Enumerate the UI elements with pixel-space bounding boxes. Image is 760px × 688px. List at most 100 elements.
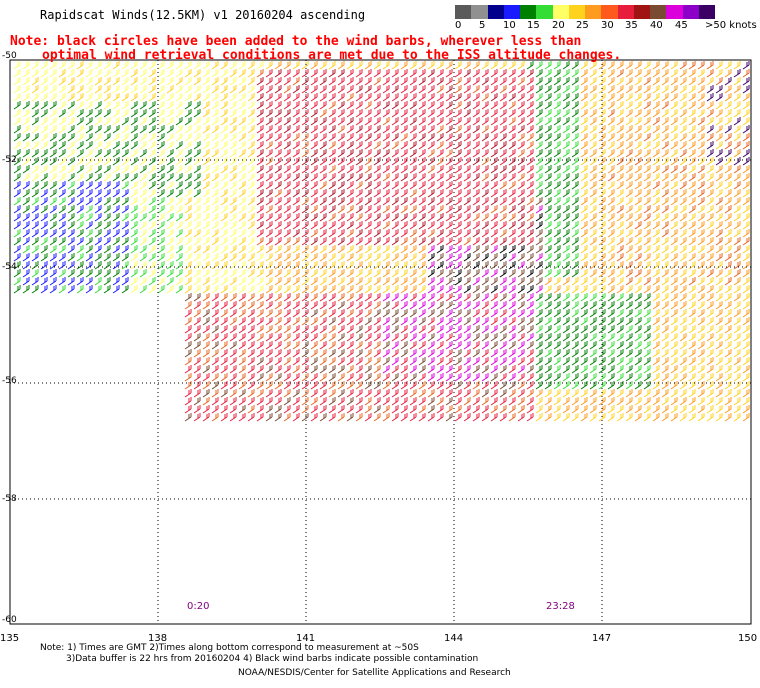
wind-barb	[274, 61, 282, 70]
wind-barb	[625, 221, 633, 230]
wind-barb	[625, 405, 633, 414]
wind-barb	[247, 165, 255, 174]
wind-barb	[193, 397, 201, 406]
wind-barb	[517, 413, 525, 422]
wind-barb	[382, 157, 390, 166]
wind-barb	[481, 277, 489, 286]
wind-barb	[130, 141, 138, 150]
wind-barb	[22, 117, 30, 126]
wind-barb	[598, 173, 606, 182]
wind-barb	[607, 173, 615, 182]
wind-barb	[103, 205, 111, 214]
wind-barb	[571, 61, 579, 70]
wind-barb	[715, 101, 723, 110]
wind-barb	[661, 77, 669, 86]
colorbar-swatch	[455, 5, 472, 19]
wind-barb	[391, 341, 399, 350]
wind-barb	[724, 117, 732, 126]
wind-barb	[697, 181, 705, 190]
wind-barb	[427, 261, 435, 270]
wind-barb	[76, 61, 84, 70]
wind-barb	[733, 77, 741, 86]
wind-barb	[625, 213, 633, 222]
wind-barb	[265, 93, 273, 102]
wind-barb	[301, 237, 309, 246]
wind-barb	[724, 381, 732, 390]
wind-barb	[589, 213, 597, 222]
wind-barb	[517, 237, 525, 246]
wind-barb	[382, 293, 390, 302]
wind-barb	[625, 61, 633, 70]
wind-barb	[112, 261, 120, 270]
wind-barb	[76, 141, 84, 150]
wind-barb	[697, 205, 705, 214]
wind-barb	[742, 301, 750, 310]
wind-barb	[238, 317, 246, 326]
wind-barb	[58, 237, 66, 246]
wind-barb	[517, 357, 525, 366]
wind-barb	[382, 389, 390, 398]
wind-barb	[742, 269, 750, 278]
wind-barb	[571, 109, 579, 118]
wind-barb	[526, 373, 534, 382]
wind-barb	[490, 197, 498, 206]
wind-barb	[733, 325, 741, 334]
wind-barb	[409, 165, 417, 174]
wind-barb	[445, 93, 453, 102]
wind-barb	[625, 77, 633, 86]
wind-barb	[22, 77, 30, 86]
wind-barb	[490, 237, 498, 246]
wind-barb	[13, 229, 21, 238]
wind-barb	[373, 93, 381, 102]
wind-barb	[571, 413, 579, 422]
wind-barb	[319, 365, 327, 374]
wind-barb	[310, 101, 318, 110]
wind-barb	[508, 349, 516, 358]
wind-barb	[724, 157, 732, 166]
wind-barb	[328, 269, 336, 278]
wind-barb	[625, 285, 633, 294]
wind-barb	[724, 405, 732, 414]
wind-barb	[706, 373, 714, 382]
wind-barb	[274, 373, 282, 382]
wind-barb	[220, 85, 228, 94]
wind-barb	[697, 365, 705, 374]
wind-barb	[562, 269, 570, 278]
wind-barb	[472, 389, 480, 398]
wind-barb	[58, 157, 66, 166]
wind-barb	[319, 397, 327, 406]
wind-barb	[724, 397, 732, 406]
map-frame	[9, 59, 752, 625]
wind-barb	[175, 157, 183, 166]
wind-barb	[715, 309, 723, 318]
wind-barb	[499, 349, 507, 358]
wind-barb	[247, 125, 255, 134]
wind-barb	[544, 149, 552, 158]
wind-barb	[526, 69, 534, 78]
wind-barb	[679, 349, 687, 358]
wind-barb	[643, 245, 651, 254]
wind-barb	[346, 261, 354, 270]
wind-barb	[382, 173, 390, 182]
wind-barb	[166, 157, 174, 166]
wind-barb	[193, 245, 201, 254]
wind-barb	[526, 293, 534, 302]
wind-barb	[562, 133, 570, 142]
wind-barb	[616, 149, 624, 158]
wind-barb	[454, 213, 462, 222]
wind-barb	[76, 221, 84, 230]
wind-barb	[481, 325, 489, 334]
wind-barb	[85, 181, 93, 190]
wind-barb	[310, 93, 318, 102]
wind-barb	[85, 69, 93, 78]
wind-barb	[742, 405, 750, 414]
wind-barb	[247, 349, 255, 358]
wind-barb	[292, 349, 300, 358]
wind-barb	[31, 109, 39, 118]
wind-barb	[283, 141, 291, 150]
wind-barb	[481, 309, 489, 318]
wind-barb	[112, 205, 120, 214]
wind-barb	[454, 253, 462, 262]
wind-barb	[337, 317, 345, 326]
wind-barb	[157, 117, 165, 126]
